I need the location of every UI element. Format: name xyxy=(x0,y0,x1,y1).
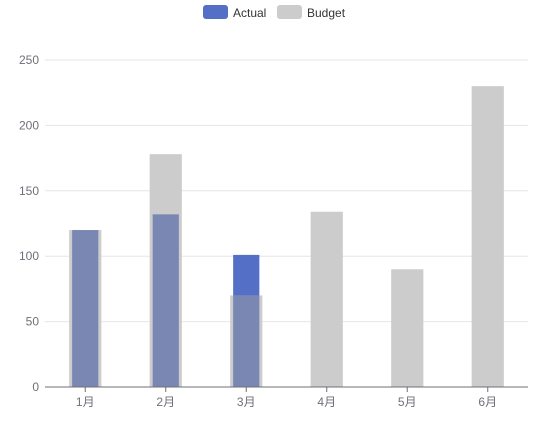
grid-lines xyxy=(45,59,528,323)
y-tick-label: 150 xyxy=(19,184,39,198)
x-tick-label: 3月 xyxy=(237,395,256,409)
y-tick-label: 250 xyxy=(19,53,39,67)
legend-item-budget[interactable]: Budget xyxy=(277,5,346,20)
bar-budget[interactable] xyxy=(310,211,343,387)
y-axis-labels: 0 50 100 150 200 250 xyxy=(19,53,39,394)
bars xyxy=(69,86,504,387)
y-tick-label: 100 xyxy=(19,249,39,263)
x-tick-label: 2月 xyxy=(156,395,175,409)
y-tick-label: 200 xyxy=(19,118,39,132)
bar-budget[interactable] xyxy=(391,269,424,387)
legend-label-budget: Budget xyxy=(307,6,346,20)
legend-swatch-budget xyxy=(277,5,302,19)
legend-swatch-actual xyxy=(203,5,228,19)
legend-label-actual: Actual xyxy=(233,6,266,20)
x-tick-label: 4月 xyxy=(317,395,336,409)
x-tick-label: 5月 xyxy=(398,395,417,409)
x-axis xyxy=(45,386,528,392)
x-axis-labels: 1月 2月 3月 4月 5月 6月 xyxy=(76,395,497,409)
legend: Actual Budget xyxy=(203,5,346,20)
x-tick-label: 6月 xyxy=(478,395,497,409)
bar-budget[interactable] xyxy=(471,86,504,387)
y-tick-label: 0 xyxy=(32,380,39,394)
y-tick-label: 50 xyxy=(26,315,40,329)
legend-item-actual[interactable]: Actual xyxy=(203,5,266,20)
x-tick-label: 1月 xyxy=(76,395,95,409)
bar-overlap xyxy=(152,214,179,387)
bar-overlap xyxy=(72,230,99,387)
bar-overlap xyxy=(233,295,260,387)
